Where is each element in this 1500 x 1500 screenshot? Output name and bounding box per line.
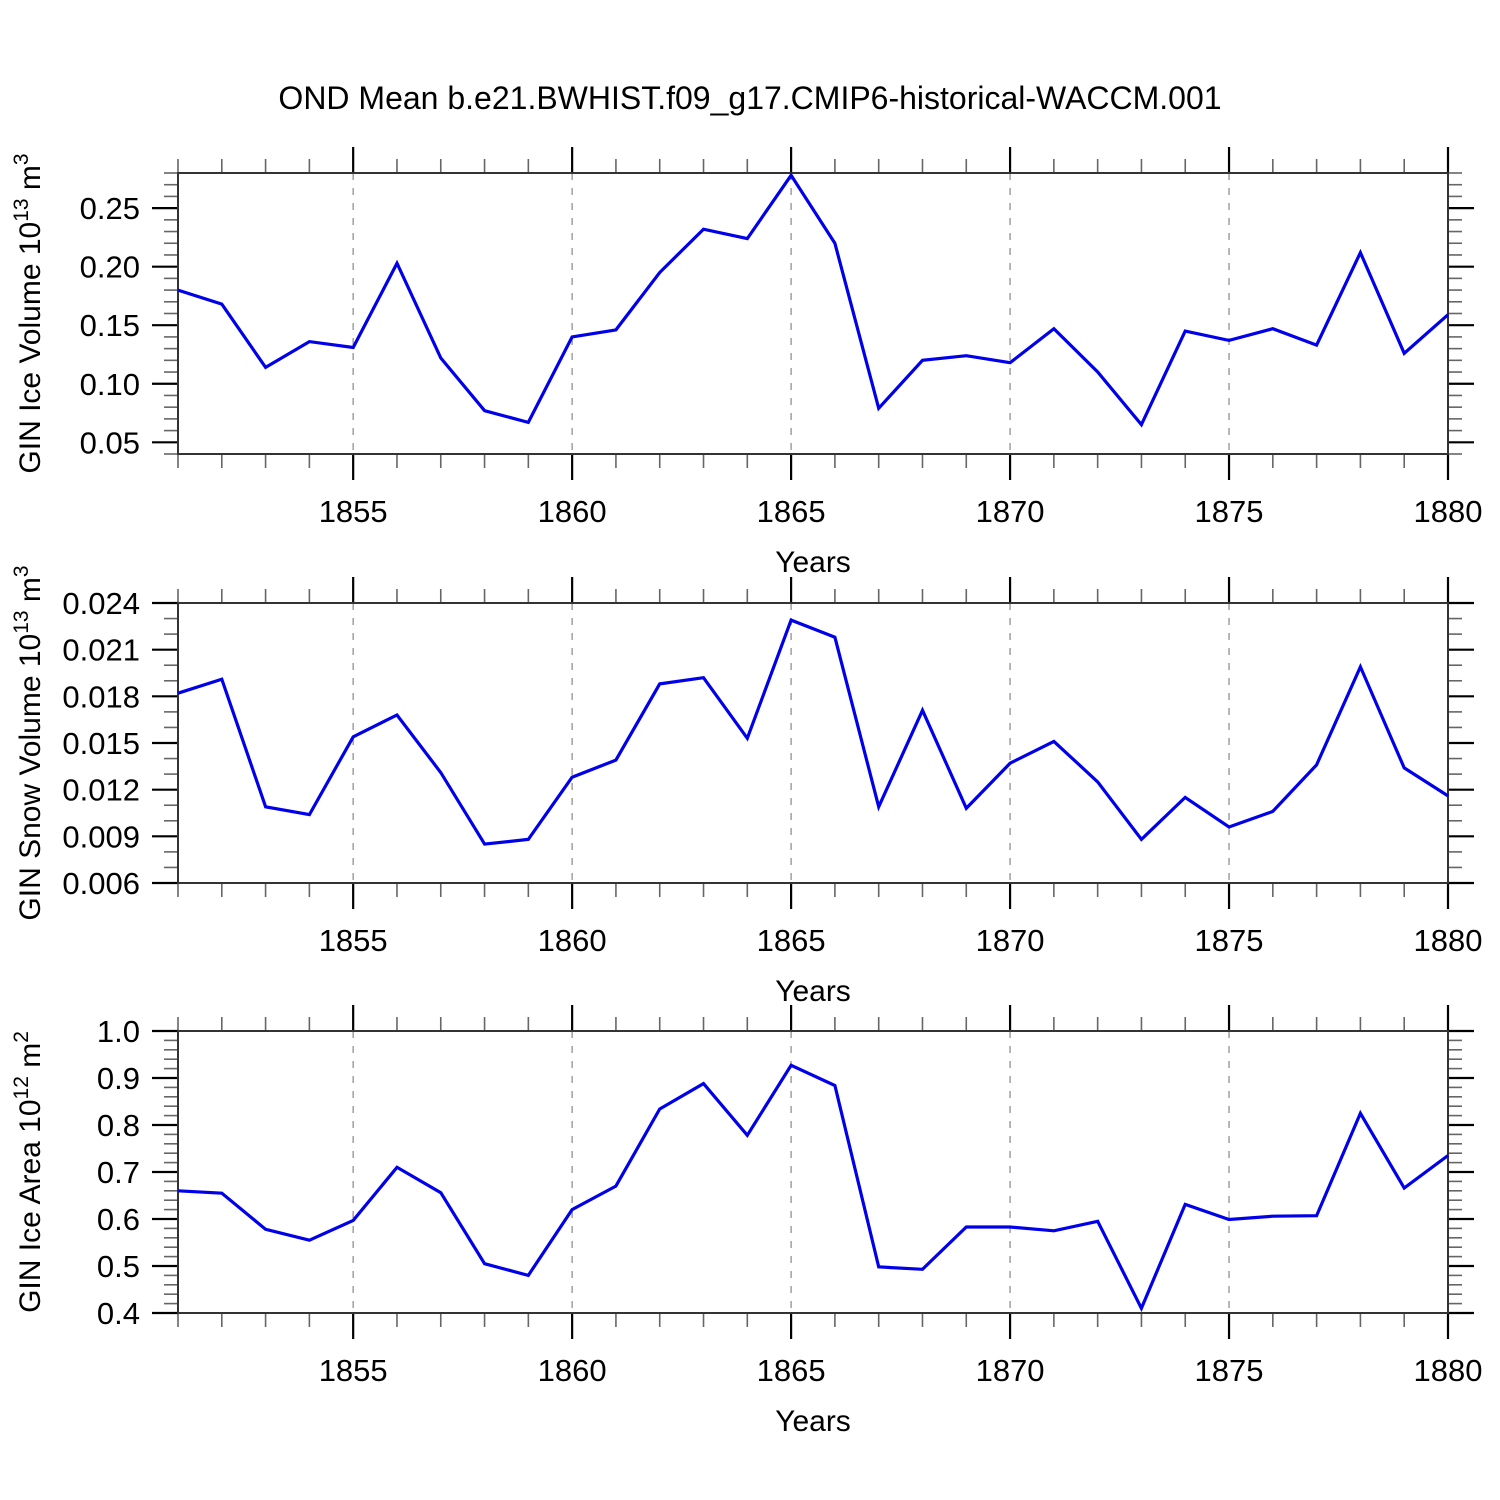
x-ticks bbox=[177, 577, 1450, 909]
x-gridlines bbox=[352, 1031, 1230, 1313]
y-tick-label: 0.015 bbox=[62, 726, 140, 761]
x-tick-label: 1855 bbox=[319, 923, 388, 958]
x-tick-label: 1880 bbox=[1414, 923, 1483, 958]
y-tick-label: 0.20 bbox=[80, 250, 140, 285]
panel-snow-volume: 1855 1860 1865 1870 1875 1880Years0.0060.0090… bbox=[10, 565, 1482, 1008]
y-tick-label: 0.9 bbox=[97, 1061, 140, 1096]
x-tick-label: 1860 bbox=[538, 923, 607, 958]
x-tick-label: 1875 bbox=[1195, 923, 1264, 958]
data-line-ice-volume bbox=[177, 172, 1450, 428]
x-tick-label: 1870 bbox=[976, 494, 1045, 529]
x-tick-label: 1880 bbox=[1414, 1353, 1483, 1388]
x-tick-label: 1865 bbox=[757, 1353, 826, 1388]
y-tick-label: 0.10 bbox=[80, 367, 140, 402]
y-tick-label: 0.5 bbox=[97, 1249, 140, 1284]
yaxis-title-ice-area: GIN Ice Area 1012 m2 bbox=[10, 1031, 47, 1313]
y-tick-label: 0.012 bbox=[62, 773, 140, 808]
panel-ice-area: 1855 1860 1865 1870 1875 1880Years0.40.50.60.… bbox=[10, 1005, 1482, 1438]
x-ticks bbox=[177, 1005, 1450, 1339]
y-tick-labels: 0.006 0.009 0.012 0.015 0.018 0.021 0.024 bbox=[62, 586, 140, 901]
y-tick-label: 0.4 bbox=[97, 1296, 140, 1331]
xaxis-title-ice-volume: Years bbox=[775, 546, 851, 579]
x-tick-label: 1855 bbox=[319, 1353, 388, 1388]
x-tick-label: 1875 bbox=[1195, 1353, 1264, 1388]
x-gridlines bbox=[352, 173, 1230, 454]
x-tick-label: 1870 bbox=[976, 1353, 1045, 1388]
y-tick-label: 0.15 bbox=[80, 308, 140, 343]
plot-frame bbox=[177, 602, 1449, 884]
data-line-snow-volume bbox=[177, 618, 1449, 846]
x-tick-label: 1875 bbox=[1195, 494, 1264, 529]
x-tick-label: 1860 bbox=[538, 1353, 607, 1388]
xaxis-title-ice-area: Years bbox=[775, 1405, 851, 1438]
y-ticks bbox=[152, 1029, 1474, 1315]
y-tick-label: 0.021 bbox=[62, 633, 140, 668]
y-ticks bbox=[152, 172, 1474, 455]
y-tick-label: 0.009 bbox=[62, 819, 140, 854]
x-tick-labels: 1855 1860 1865 1870 1875 1880 bbox=[319, 1353, 1483, 1388]
y-tick-label: 0.25 bbox=[80, 191, 140, 226]
y-tick-label: 0.7 bbox=[97, 1155, 140, 1190]
x-tick-labels: 1855 1860 1865 1870 1875 1880 bbox=[319, 923, 1483, 958]
x-tick-label: 1870 bbox=[976, 923, 1045, 958]
y-tick-label: 0.05 bbox=[80, 425, 140, 460]
y-tick-label: 0.8 bbox=[97, 1108, 140, 1143]
x-tick-label: 1865 bbox=[757, 494, 826, 529]
plot-frame bbox=[177, 1030, 1449, 1314]
x-tick-labels: 1855 1860 1865 1870 1875 1880 bbox=[319, 494, 1483, 529]
x-tick-label: 1860 bbox=[538, 494, 607, 529]
plot-frame bbox=[177, 172, 1449, 455]
panel-ice-volume: 1855 1860 1865 1870 1875 1880 Years 0.05 0.10 0.1… bbox=[10, 147, 1482, 579]
y-tick-label: 0.006 bbox=[62, 866, 140, 901]
yaxis-title-ice-volume: GIN Ice Volume 1013 m3 bbox=[10, 153, 47, 473]
x-ticks bbox=[177, 147, 1450, 480]
y-tick-labels: 0.05 0.10 0.15 0.20 0.25 bbox=[80, 191, 140, 460]
x-gridlines bbox=[352, 603, 1230, 883]
y-tick-label: 0.024 bbox=[62, 586, 140, 621]
y-ticks bbox=[152, 601, 1474, 885]
y-tick-label: 1.0 bbox=[97, 1014, 140, 1049]
chart-title: OND Mean b.e21.BWHIST.f09_g17.CMIP6-hist… bbox=[278, 80, 1222, 116]
y-tick-label: 0.018 bbox=[62, 679, 140, 714]
yaxis-title-snow-volume: GIN Snow Volume 1013 m3 bbox=[10, 565, 47, 920]
xaxis-title-snow-volume: Years bbox=[775, 975, 851, 1008]
x-tick-label: 1865 bbox=[757, 923, 826, 958]
y-tick-labels: 0.4 0.5 0.6 0.7 0.8 0.9 1.0 bbox=[97, 1014, 140, 1331]
x-tick-label: 1855 bbox=[319, 494, 388, 529]
y-tick-label: 0.6 bbox=[97, 1202, 140, 1237]
x-tick-label: 1880 bbox=[1414, 494, 1483, 529]
data-line-ice-area bbox=[177, 1063, 1449, 1313]
